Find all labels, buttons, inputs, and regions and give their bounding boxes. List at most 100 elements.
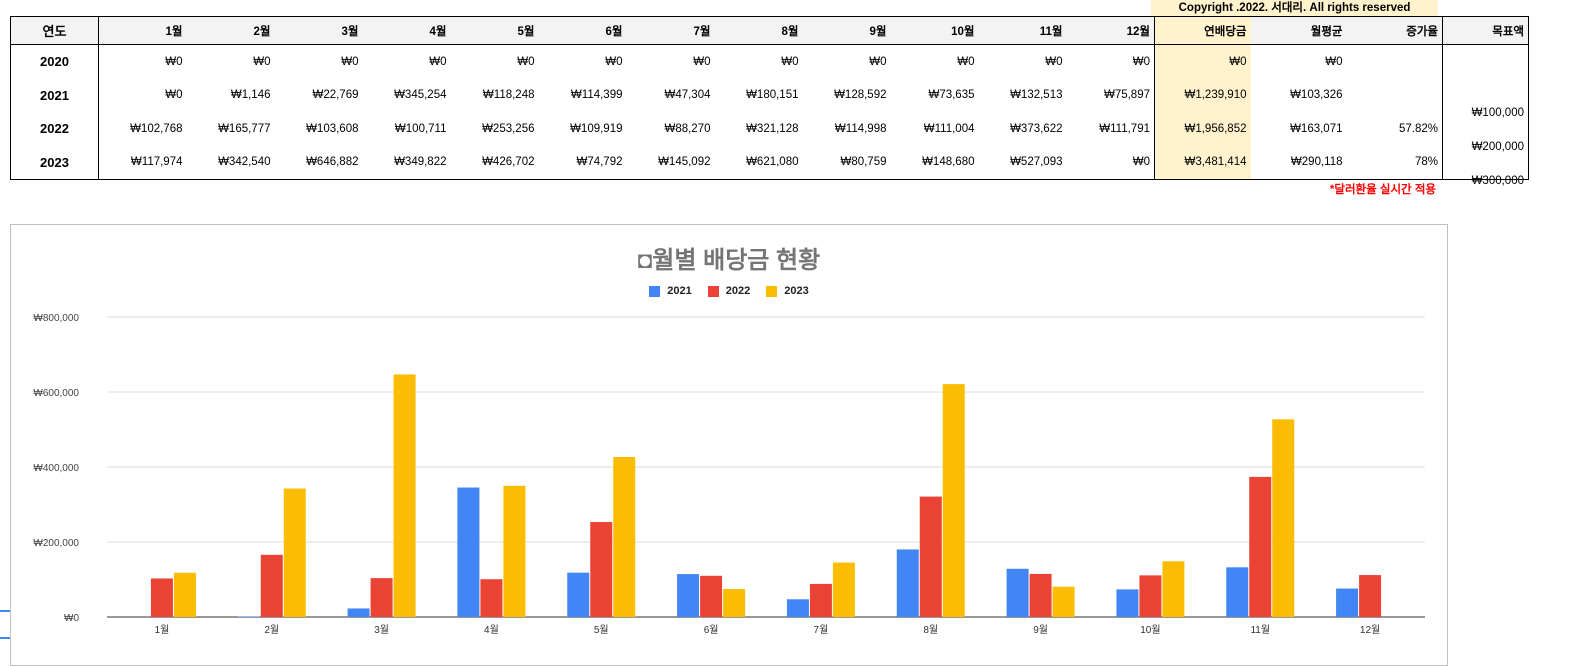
bar-2021-7[interactable] [787,599,809,617]
bar-2023-10[interactable] [1162,561,1184,617]
year-cell: 2020 [11,45,99,79]
bar-2023-3[interactable] [394,374,416,617]
growth-cell [1347,45,1443,79]
header-month: 12월 [1067,17,1155,45]
month-value-cell: ₩527,093 [979,146,1067,180]
y-tick-label: ₩800,000 [33,313,79,324]
bar-2023-8[interactable] [943,384,965,617]
bar-2021-9[interactable] [1007,569,1029,617]
monthly-avg-cell: ₩163,071 [1251,112,1347,146]
month-value-cell: ₩111,004 [891,112,979,146]
bar-2021-3[interactable] [348,608,370,617]
header-growth: 증가율 [1347,17,1443,45]
month-value-cell: ₩117,974 [99,146,187,180]
table-row: 2023₩117,974₩342,540₩646,882₩349,822₩426… [11,146,1529,180]
table-row: 2022₩102,768₩165,777₩103,608₩100,711₩253… [11,112,1529,146]
month-value-cell: ₩345,254 [363,79,451,113]
bar-2023-9[interactable] [1053,587,1075,617]
month-value-cell: ₩114,399 [539,79,627,113]
month-value-cell: ₩73,635 [891,79,979,113]
annual-dividend-cell: ₩3,481,414 [1155,146,1251,180]
resize-handle[interactable] [0,610,10,639]
month-value-cell: ₩109,919 [539,112,627,146]
month-value-cell: ₩0 [539,45,627,79]
bar-2022-11[interactable] [1249,477,1271,617]
bar-2021-12[interactable] [1336,589,1358,617]
bar-2021-5[interactable] [567,573,589,617]
x-tick-label: 3월 [374,624,389,636]
bar-2022-3[interactable] [371,578,393,617]
bar-2022-12[interactable] [1359,575,1381,617]
bar-2023-1[interactable] [174,573,196,617]
bar-2023-2[interactable] [284,489,306,617]
month-value-cell: ₩88,270 [627,112,715,146]
month-value-cell: ₩111,791 [1067,112,1155,146]
monthly-avg-cell: ₩290,118 [1251,146,1347,180]
bar-2022-2[interactable] [261,555,283,617]
growth-cell [1347,79,1443,113]
header-month: 7월 [627,17,715,45]
x-tick-label: 9월 [1033,624,1048,636]
y-tick-label: ₩200,000 [33,538,79,549]
month-value-cell: ₩180,151 [715,79,803,113]
x-tick-label: 7월 [814,624,829,636]
month-value-cell: ₩0 [979,45,1067,79]
x-tick-label: 4월 [484,624,499,636]
header-month: 1월 [99,17,187,45]
month-value-cell: ₩132,513 [979,79,1067,113]
bar-2021-11[interactable] [1226,567,1248,617]
month-value-cell: ₩118,248 [451,79,539,113]
copyright-text: Copyright .2022. 서대리. All rights reserve… [1151,0,1438,16]
bar-2023-5[interactable] [613,457,635,617]
x-tick-label: 6월 [704,624,719,636]
month-value-cell: ₩100,711 [363,112,451,146]
bar-2022-5[interactable] [590,522,612,617]
y-tick-label: ₩600,000 [33,388,79,399]
month-value-cell: ₩80,759 [803,146,891,180]
bar-2022-4[interactable] [480,579,502,617]
x-tick-label: 10월 [1140,624,1160,636]
month-value-cell: ₩0 [1067,45,1155,79]
bar-2021-8[interactable] [897,549,919,617]
bar-2022-1[interactable] [151,578,173,617]
table-row: 2021₩0₩1,146₩22,769₩345,254₩118,248₩114,… [11,79,1529,113]
header-goal: 목표액 [1443,17,1529,45]
month-value-cell: ₩102,768 [99,112,187,146]
month-value-cell: ₩0 [99,79,187,113]
month-value-cell: ₩47,304 [627,79,715,113]
header-annual: 연배당금 [1155,17,1251,45]
bar-2023-6[interactable] [723,589,745,617]
header-monthly-avg: 월평균 [1251,17,1347,45]
month-value-cell: ₩0 [1067,146,1155,180]
bar-2022-9[interactable] [1030,574,1052,617]
x-tick-label: 8월 [923,624,938,636]
header-month: 3월 [275,17,363,45]
annual-dividend-cell: ₩1,956,852 [1155,112,1251,146]
goal-value: ₩200,000 [1434,130,1524,164]
header-month: 5월 [451,17,539,45]
year-cell: 2023 [11,146,99,180]
year-cell: 2021 [11,79,99,113]
month-value-cell: ₩646,882 [275,146,363,180]
table-header-row: 연도 1월 2월 3월 4월 5월 6월 7월 8월 9월 10월 11월 12… [11,17,1529,45]
bar-2023-11[interactable] [1272,419,1294,617]
month-value-cell: ₩74,792 [539,146,627,180]
bar-2022-10[interactable] [1139,575,1161,617]
header-month: 10월 [891,17,979,45]
bar-2022-6[interactable] [700,576,722,617]
header-month: 2월 [187,17,275,45]
month-value-cell: ₩1,146 [187,79,275,113]
table-row: 2020₩0₩0₩0₩0₩0₩0₩0₩0₩0₩0₩0₩0₩0₩0 [11,45,1529,79]
month-value-cell: ₩0 [363,45,451,79]
bar-2022-8[interactable] [920,497,942,617]
bar-2023-4[interactable] [503,486,525,617]
month-value-cell: ₩103,608 [275,112,363,146]
bar-2023-7[interactable] [833,563,855,617]
bar-2021-6[interactable] [677,574,699,617]
bar-2021-4[interactable] [457,488,479,617]
month-value-cell: ₩253,256 [451,112,539,146]
bar-2021-10[interactable] [1116,589,1138,617]
bar-2022-7[interactable] [810,584,832,617]
month-value-cell: ₩0 [715,45,803,79]
